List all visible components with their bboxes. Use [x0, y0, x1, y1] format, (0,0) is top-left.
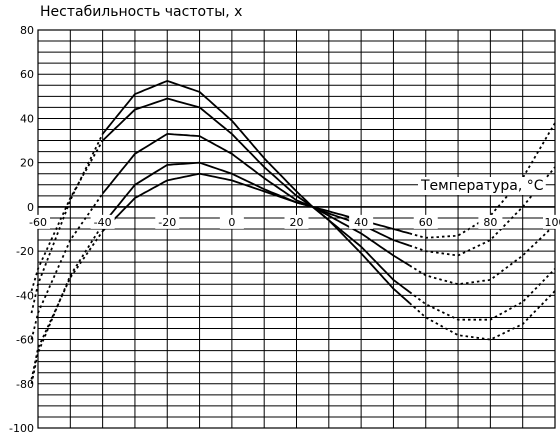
x-tick-label: 100 — [545, 216, 560, 229]
x-tick-label: 40 — [354, 216, 368, 229]
x-tick-label-bg — [219, 214, 244, 229]
x-tick-label-bg — [155, 214, 180, 229]
y-tick-label: 0 — [27, 201, 34, 214]
series-4-dotted-right — [409, 166, 556, 257]
y-tick-label: -100 — [9, 422, 34, 435]
series-3-dotted-right — [409, 223, 556, 286]
x-tick-label: 0 — [228, 216, 235, 229]
series-1-solid — [101, 79, 411, 304]
series-4-dotted-left — [30, 224, 104, 384]
series-2-dotted-right — [409, 268, 556, 321]
x-tick-label-bg — [349, 214, 374, 229]
x-tick-label: -20 — [158, 216, 176, 229]
x-axis-label: Температура, °С — [420, 178, 544, 194]
series-1-dotted-left — [30, 133, 104, 314]
series-1-dotted-right — [409, 290, 556, 341]
y-tick-label: 80 — [20, 24, 34, 37]
series-5-dotted-left — [30, 230, 104, 380]
y-tick-label: -60 — [16, 334, 34, 347]
chart-title: Нестабильность частоты, x — [40, 4, 242, 20]
x-tick-label: -60 — [29, 216, 47, 229]
y-tick-label: 20 — [20, 157, 34, 170]
x-tick-label: 60 — [419, 216, 433, 229]
grid — [37, 29, 556, 429]
x-tick-label-bg — [26, 214, 50, 229]
y-tick-label: -80 — [16, 378, 34, 391]
y-tick-label: 40 — [20, 112, 34, 125]
y-tick-label: -20 — [16, 245, 34, 258]
y-tick-label: -40 — [16, 289, 34, 302]
series-group — [30, 79, 556, 384]
x-tick-label: 20 — [290, 216, 304, 229]
x-tick-label-bg — [90, 214, 115, 229]
x-tick-label-bg — [284, 214, 309, 229]
x-tick-label-bg — [478, 214, 503, 229]
x-tick-label-bg — [413, 214, 438, 229]
plot-frame — [37, 29, 556, 429]
x-tick-label: 80 — [483, 216, 497, 229]
series-2-solid — [101, 97, 411, 293]
y-tick-label: 60 — [20, 68, 34, 81]
x-tick-label: -40 — [94, 216, 112, 229]
series-4-solid — [101, 161, 410, 247]
tick-labels: 80 60 40 20 0 -20 -40 -60 -80 -100 -60 -40 -20 0 20 40 6… — [9, 24, 560, 435]
chart-title-bg — [38, 3, 245, 21]
series-3-solid — [101, 132, 411, 267]
series-3-dotted-left — [30, 193, 104, 340]
x-tick-label-bg — [543, 214, 560, 229]
axes — [37, 29, 556, 429]
x-axis-label-bg — [418, 177, 546, 195]
